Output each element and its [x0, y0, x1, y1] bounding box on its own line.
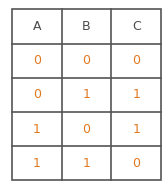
- Text: 0: 0: [132, 157, 140, 170]
- Bar: [12, 9, 161, 180]
- Text: A: A: [32, 20, 41, 33]
- Text: 1: 1: [33, 123, 41, 136]
- Text: 1: 1: [33, 157, 41, 170]
- Text: 1: 1: [83, 88, 90, 102]
- Text: C: C: [132, 20, 141, 33]
- Text: 0: 0: [33, 88, 41, 102]
- Text: 1: 1: [132, 123, 140, 136]
- Text: 0: 0: [82, 54, 91, 67]
- Text: 0: 0: [33, 54, 41, 67]
- Text: 1: 1: [132, 88, 140, 102]
- Text: 1: 1: [83, 157, 90, 170]
- Text: B: B: [82, 20, 91, 33]
- Text: 0: 0: [132, 54, 140, 67]
- Text: 0: 0: [82, 123, 91, 136]
